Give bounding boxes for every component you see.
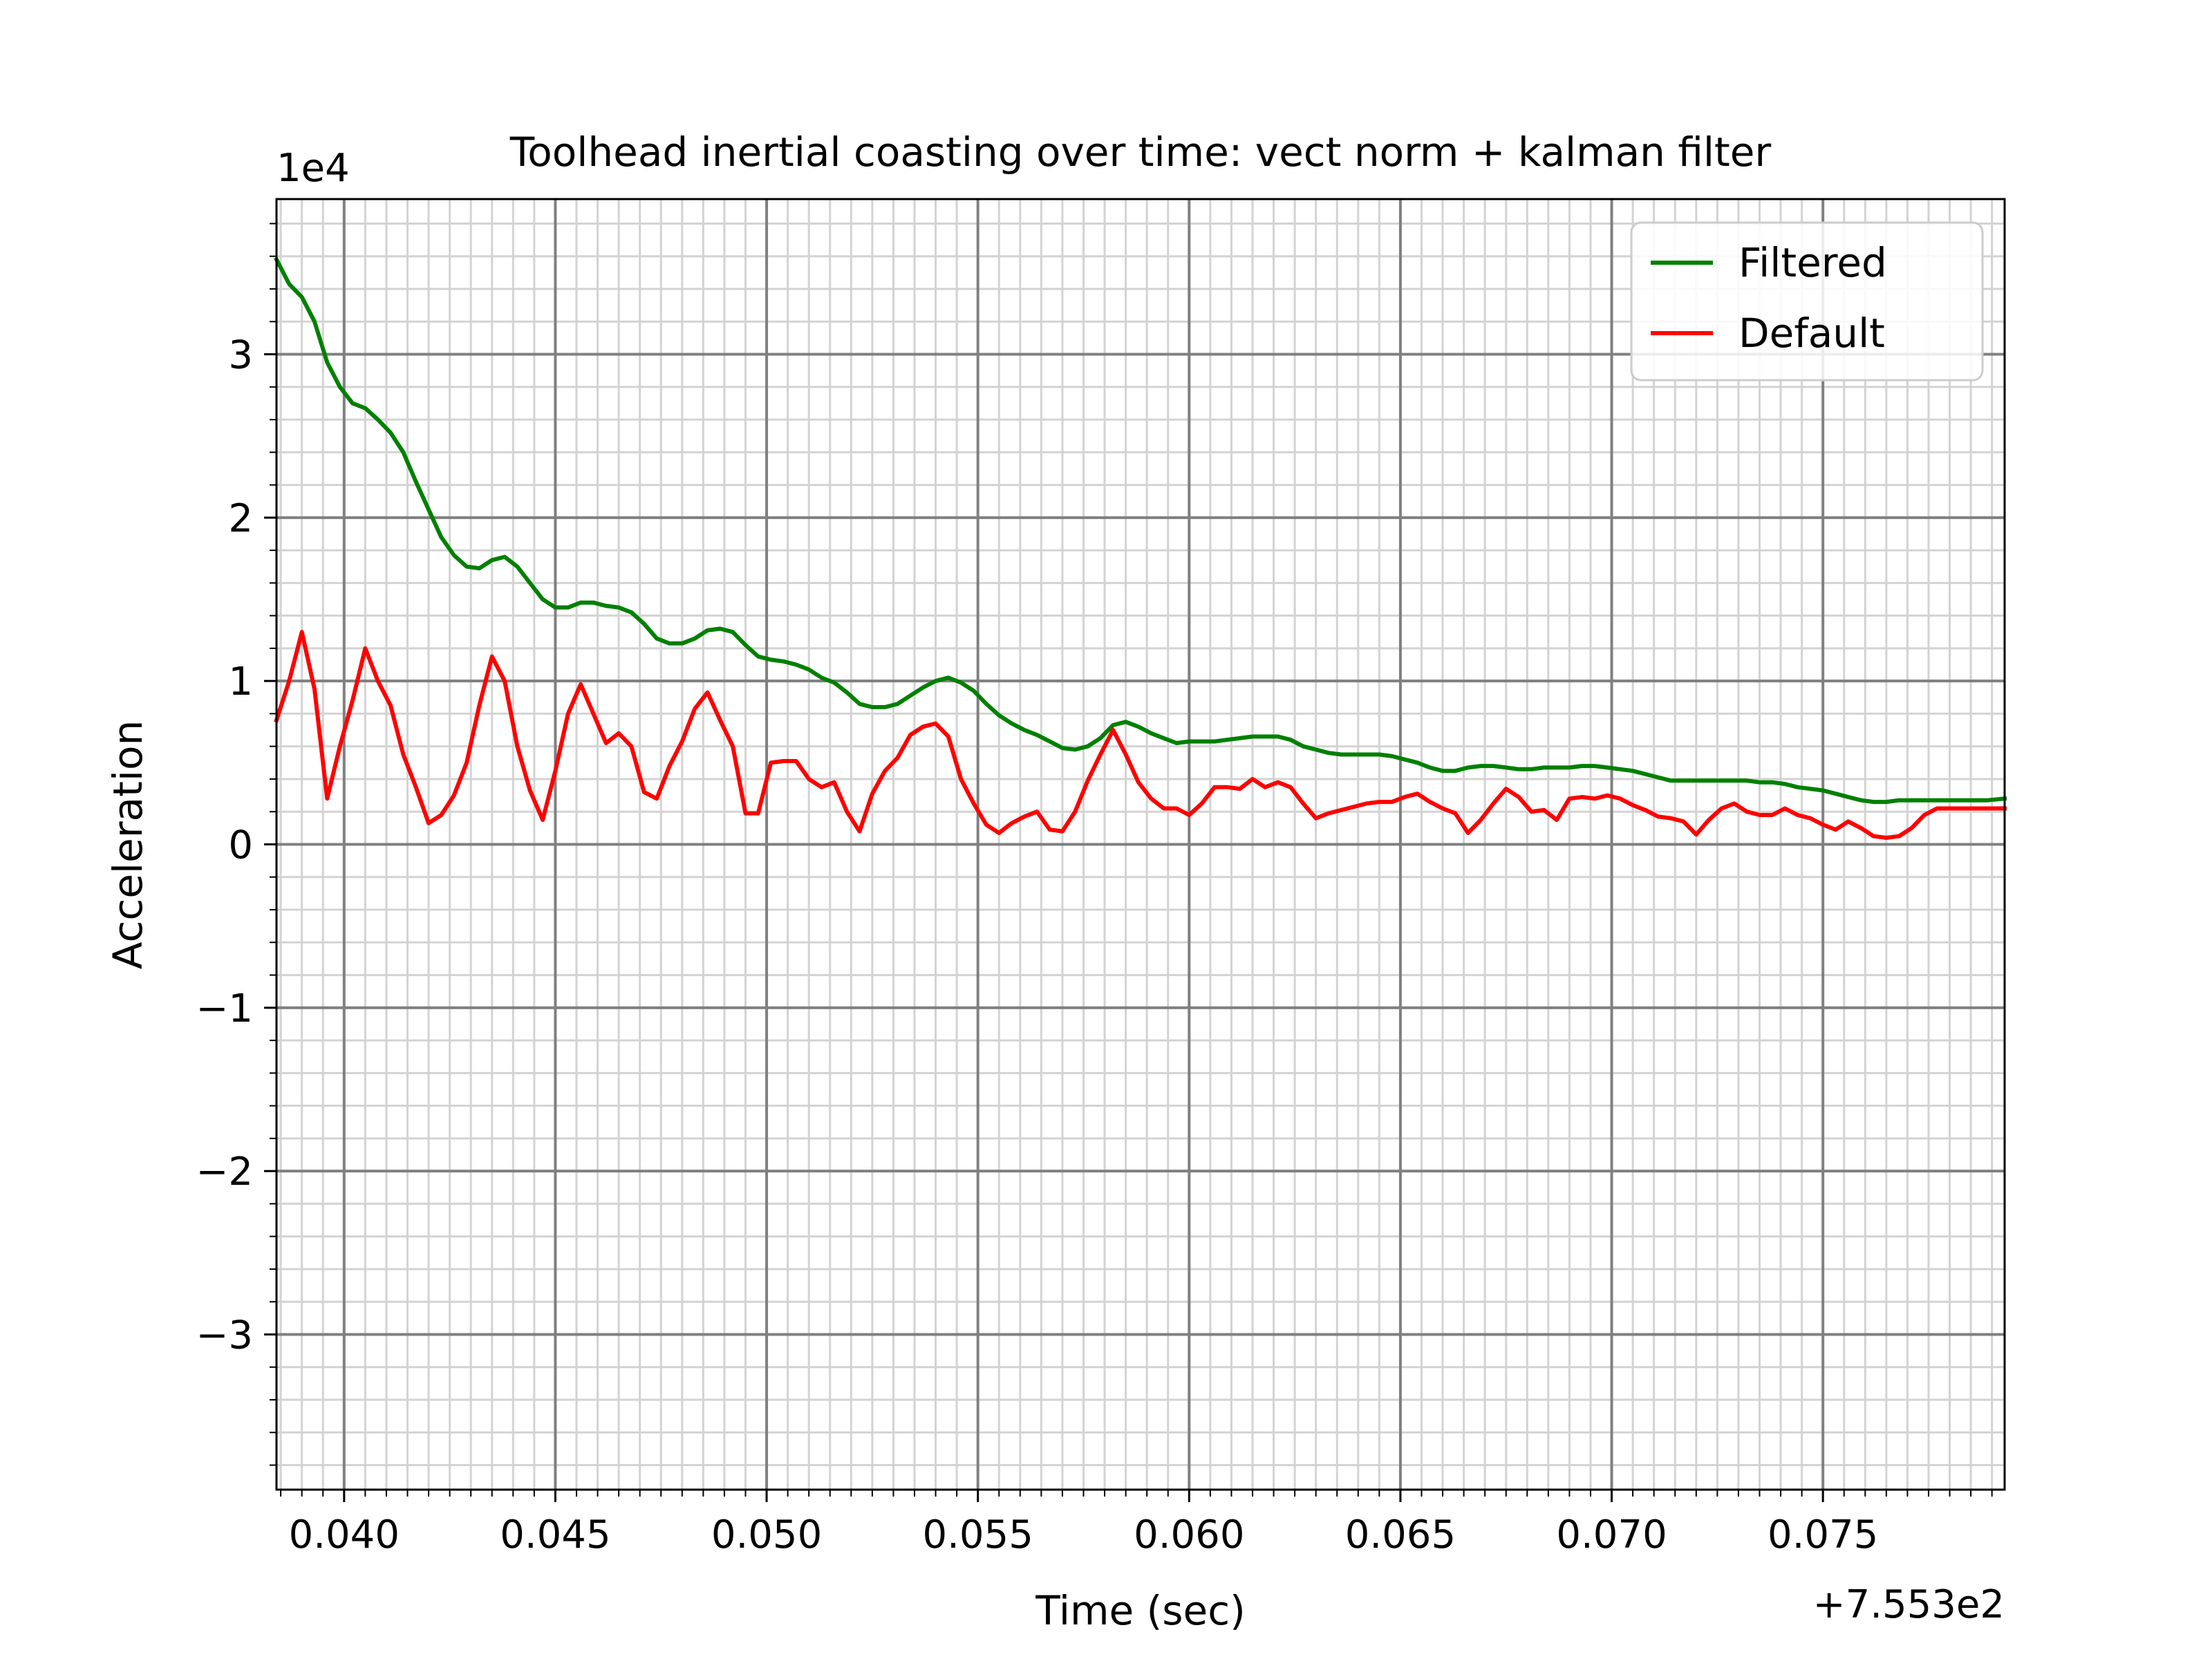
series-line-default (274, 630, 2007, 840)
y-tick-label: −2 (196, 1150, 253, 1194)
y-tick-label: −1 (196, 986, 253, 1031)
y-axis-label: Acceleration (104, 720, 151, 969)
x-tick-label: 0.050 (711, 1512, 822, 1557)
series-line-filtered (273, 256, 2007, 805)
chart-title: Toolhead inertial coasting over time: ve… (509, 129, 1772, 176)
y-tick-label: 0 (228, 823, 253, 868)
legend-box (1630, 221, 1984, 382)
x-offset-label: +7.553e2 (1813, 1582, 2005, 1627)
x-tick-label: 0.045 (500, 1512, 610, 1557)
y-scale-label: 1e4 (276, 146, 350, 191)
x-axis-label: Time (sec) (1035, 1587, 1245, 1634)
legend-label-default: Default (1738, 310, 1885, 357)
y-tick-label: −3 (196, 1313, 253, 1358)
y-tick-label: 3 (228, 333, 253, 378)
major-grid (276, 199, 2005, 1490)
x-tick-label: 0.065 (1345, 1512, 1456, 1557)
legend-label-filtered: Filtered (1738, 239, 1887, 286)
x-tick-label: 0.055 (923, 1512, 1033, 1557)
ticks-layer (264, 223, 1993, 1502)
x-tick-label: 0.040 (289, 1512, 400, 1557)
legend: Filtered Default (1630, 221, 1984, 382)
series-layer (273, 256, 2007, 840)
x-tick-label: 0.075 (1768, 1512, 1878, 1557)
y-tick-label: 2 (228, 496, 253, 541)
x-tick-label: 0.060 (1134, 1512, 1244, 1557)
x-tick-label: 0.070 (1556, 1512, 1667, 1557)
tick-labels: 0.040 0.045 0.050 0.055 0.060 0.065 0.070 0.075… (196, 333, 1878, 1557)
y-tick-label: 1 (228, 659, 253, 704)
